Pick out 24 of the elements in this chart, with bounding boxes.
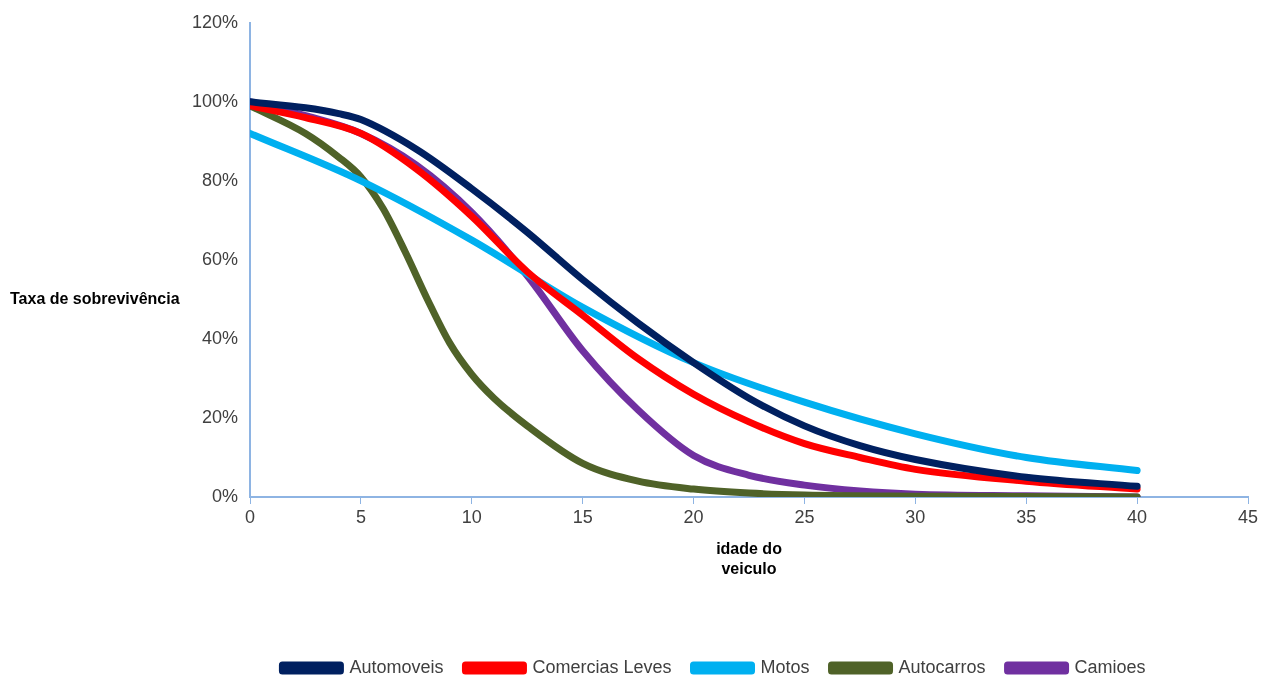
y-tick-label: 60% xyxy=(202,248,239,269)
y-axis-title: Taxa de sobrevivência xyxy=(10,289,180,307)
legend-label: Automoveis xyxy=(349,656,444,677)
legend-label: Comercias Leves xyxy=(532,656,672,677)
x-tick-label: 5 xyxy=(355,506,366,527)
legend-label: Autocarros xyxy=(898,656,986,677)
x-tick-label: 25 xyxy=(794,506,815,527)
x-tick-label: 0 xyxy=(245,506,256,527)
x-tick-label: 45 xyxy=(1237,506,1259,527)
x-axis-title: idade do veiculo xyxy=(716,540,783,578)
y-tick-label: 20% xyxy=(202,406,239,427)
x-tick-label: 35 xyxy=(1016,506,1037,527)
legend-label: Camioes xyxy=(1074,656,1146,677)
y-tick-label: 120% xyxy=(191,11,239,32)
y-tick-label: 80% xyxy=(202,169,239,190)
y-tick-label: 0% xyxy=(212,485,239,506)
x-tick-label: 10 xyxy=(461,506,482,527)
x-tick-label: 30 xyxy=(905,506,926,527)
x-tick-label: 20 xyxy=(683,506,704,527)
x-tick-label: 40 xyxy=(1127,506,1148,527)
y-tick-label: 40% xyxy=(202,327,239,348)
legend-label: Motos xyxy=(760,656,810,677)
x-tick-label: 15 xyxy=(572,506,593,527)
y-tick-label: 100% xyxy=(191,90,239,111)
